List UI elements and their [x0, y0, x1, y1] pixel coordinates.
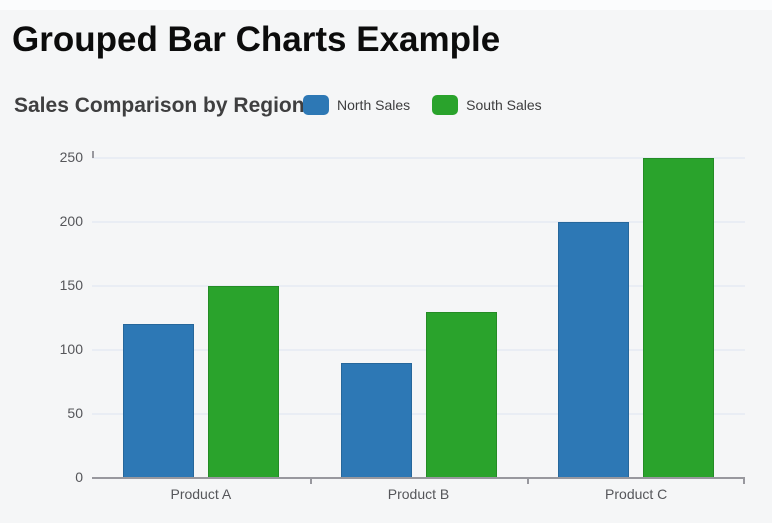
- y-tick-label: 150: [59, 277, 83, 293]
- page-title: Grouped Bar Charts Example: [12, 20, 501, 59]
- page-top-strip: [0, 0, 772, 10]
- grid-line: [92, 221, 745, 223]
- grid-line: [92, 157, 745, 159]
- legend-swatch-icon: [303, 95, 329, 115]
- x-axis-tick: [743, 478, 745, 484]
- x-axis-tick: [309, 478, 312, 484]
- legend-item[interactable]: South Sales: [432, 95, 542, 115]
- y-tick-label: 250: [59, 149, 83, 165]
- x-tick-label: Product A: [170, 486, 232, 502]
- bar[interactable]: [207, 286, 279, 478]
- x-tick-label: Product C: [605, 486, 668, 502]
- y-tick-label: 0: [75, 469, 83, 485]
- bar[interactable]: [425, 311, 497, 478]
- bar[interactable]: [122, 324, 194, 478]
- x-axis-tick: [527, 478, 530, 484]
- legend-swatch-icon: [432, 95, 459, 115]
- x-tick-label: Product B: [387, 486, 450, 502]
- chart-legend: North Sales South Sales: [303, 95, 564, 115]
- bar[interactable]: [340, 362, 412, 478]
- legend-label: North Sales: [337, 97, 411, 113]
- y-tick-label: 200: [59, 213, 83, 229]
- grid-line: [92, 413, 745, 415]
- legend-item[interactable]: North Sales: [303, 95, 410, 115]
- legend-label: South Sales: [466, 97, 542, 113]
- x-axis-end-tick: [92, 151, 94, 158]
- bar[interactable]: [643, 158, 715, 478]
- y-tick-label: 100: [59, 341, 83, 357]
- chart-title: Sales Comparison by Region: [14, 94, 305, 117]
- bar[interactable]: [558, 222, 630, 478]
- grid-line: [92, 349, 745, 351]
- y-tick-label: 50: [67, 405, 83, 421]
- grid-line: [92, 285, 745, 287]
- x-axis-line: [92, 477, 745, 479]
- plot-area: [92, 151, 745, 484]
